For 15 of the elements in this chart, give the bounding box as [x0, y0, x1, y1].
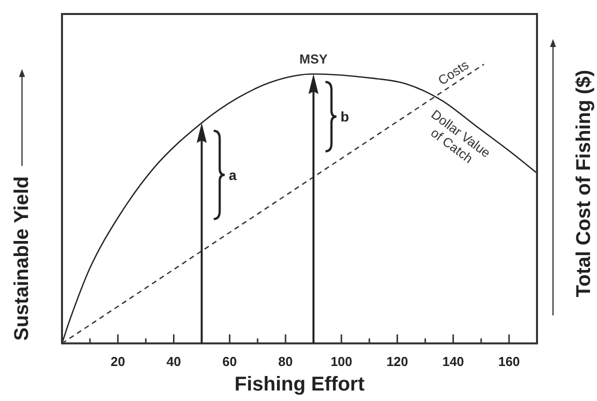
annotation: Costs	[435, 56, 472, 88]
annotation: a	[228, 166, 237, 183]
x-tick-label: 40	[166, 354, 181, 369]
x-tick-label: 20	[110, 354, 126, 369]
x-tick-label: 120	[386, 354, 408, 369]
x-tick-label: 140	[442, 354, 464, 369]
x-tick-label: 60	[222, 354, 237, 369]
x-tick-label: 160	[498, 354, 520, 369]
x-tick-label: 100	[330, 354, 352, 369]
y-axis-title: Sustainable Yield	[10, 176, 34, 341]
x-tick-label: 80	[278, 354, 293, 369]
annotation: b	[340, 108, 350, 125]
y2-axis-title: Total Cost of Fishing ($)	[572, 70, 596, 298]
annotation: MSY	[299, 52, 328, 67]
x-axis-title: Fishing Effort	[234, 374, 365, 396]
